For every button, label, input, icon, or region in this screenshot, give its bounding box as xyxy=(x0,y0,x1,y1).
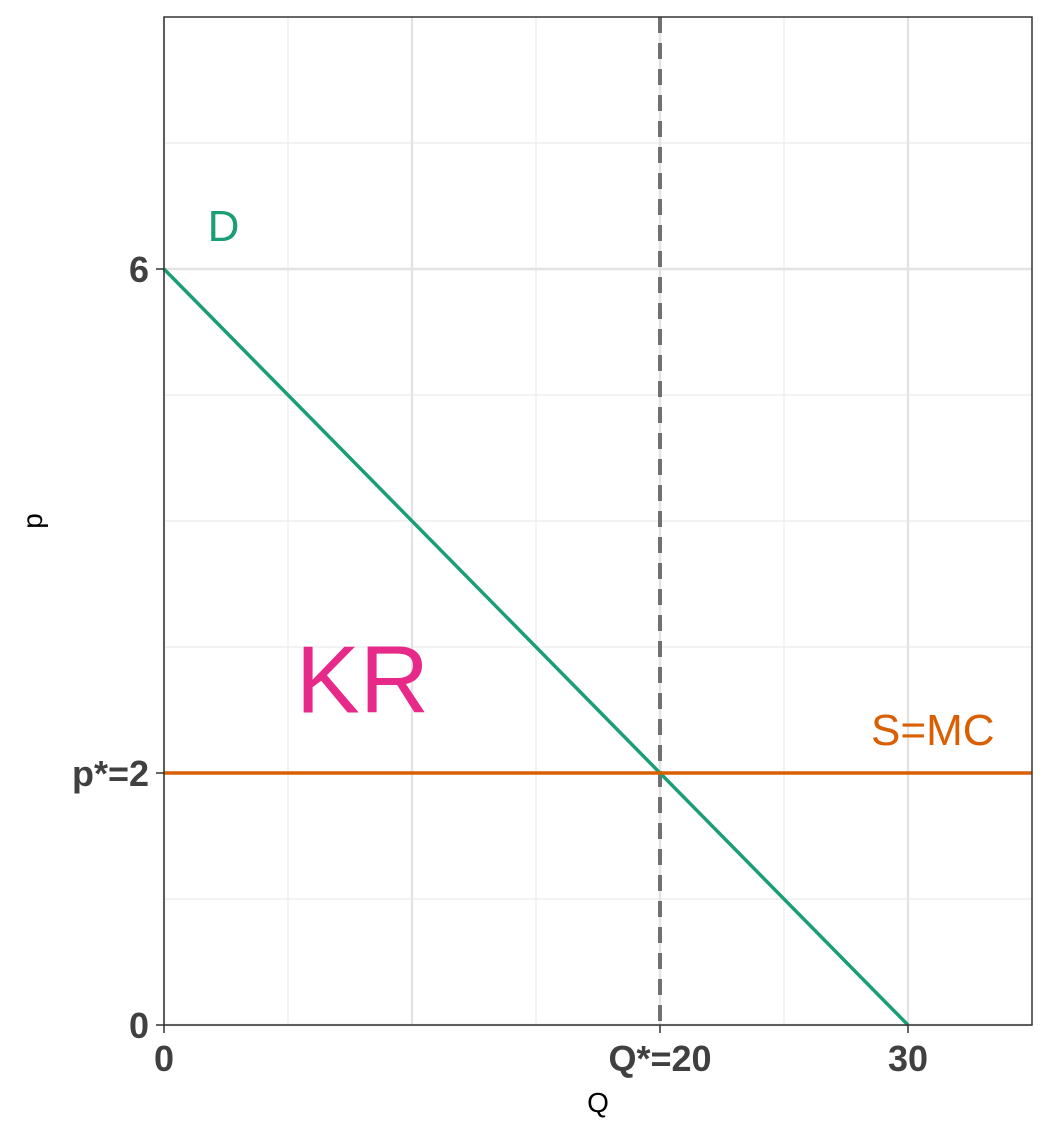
annotations: D S=MC KR xyxy=(208,202,995,755)
plot-border xyxy=(163,16,1033,1026)
series-lines xyxy=(162,267,1032,1027)
tick-labels: 0 Q*=20 30 0 p*=2 6 xyxy=(72,249,928,1079)
annotation-d: D xyxy=(208,202,240,251)
annotation-kr: KR xyxy=(296,627,429,734)
y-tick-label: 0 xyxy=(129,1005,149,1046)
y-tick-label: 6 xyxy=(129,249,149,290)
y-axis-title: p xyxy=(17,513,48,529)
grid-minor xyxy=(164,17,1032,1025)
axis-ticks xyxy=(156,268,909,1033)
x-tick-label: 0 xyxy=(154,1038,174,1079)
x-tick-label: Q*=20 xyxy=(608,1038,711,1079)
annotation-s-mc: S=MC xyxy=(871,706,994,755)
x-tick-label: 30 xyxy=(888,1038,928,1079)
x-axis-title: Q xyxy=(587,1087,609,1118)
series-line-d xyxy=(162,267,910,1027)
y-tick-label: p*=2 xyxy=(72,753,149,794)
